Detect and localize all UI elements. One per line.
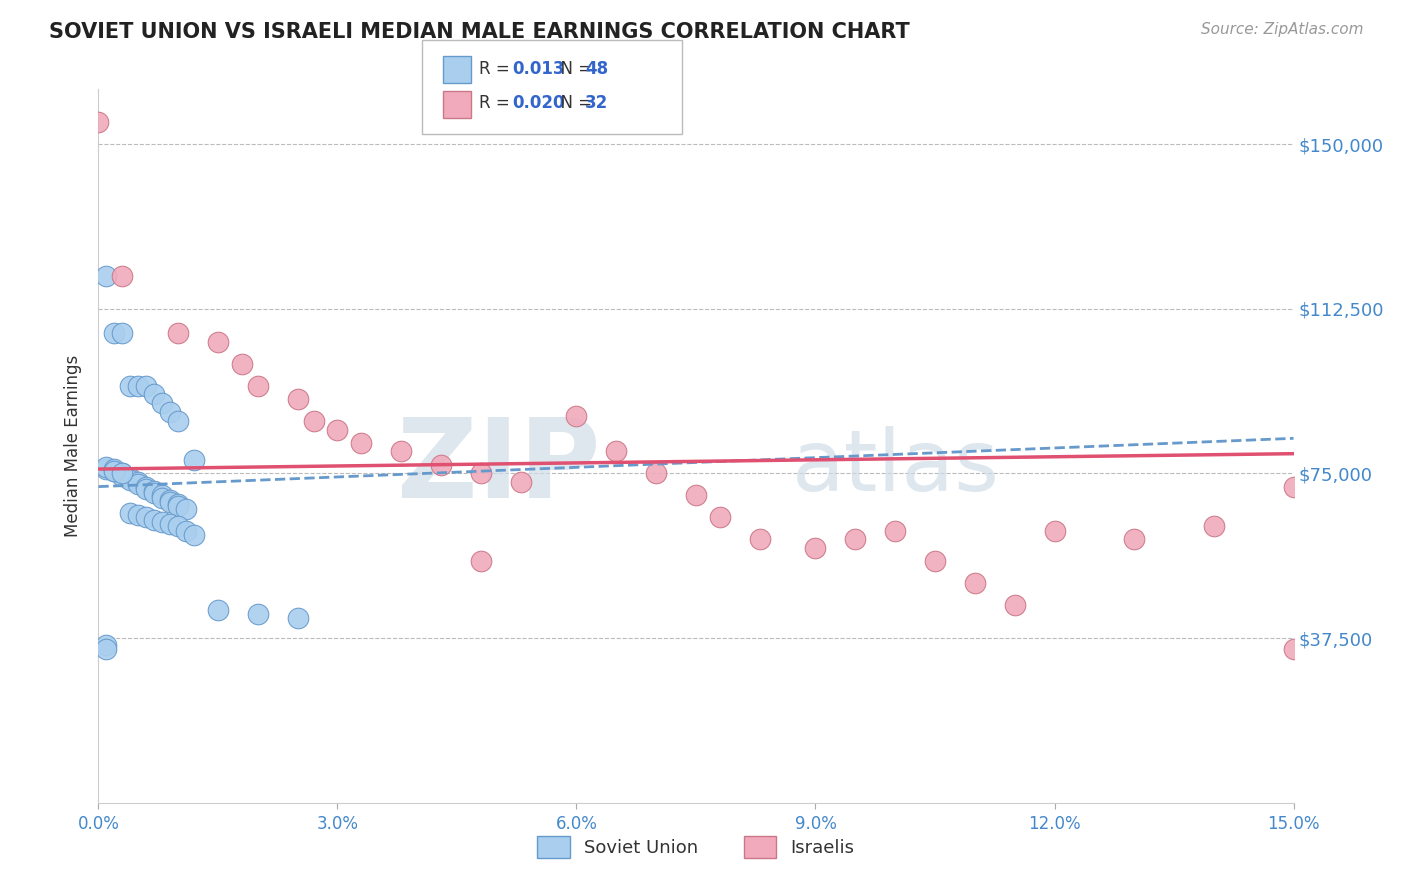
Point bbox=[207, 334, 229, 349]
Point bbox=[96, 462, 118, 476]
Text: ZIP: ZIP bbox=[396, 414, 600, 521]
Text: R =: R = bbox=[479, 95, 516, 112]
Point bbox=[1282, 642, 1305, 657]
Point bbox=[287, 611, 309, 625]
Point bbox=[127, 508, 149, 523]
Point bbox=[167, 500, 190, 514]
Point bbox=[509, 475, 531, 490]
Point bbox=[127, 477, 149, 491]
Point bbox=[963, 576, 986, 591]
Point bbox=[120, 473, 142, 487]
Point bbox=[159, 405, 181, 419]
Point bbox=[135, 510, 157, 524]
Point bbox=[748, 533, 770, 547]
Point bbox=[96, 638, 118, 652]
Point bbox=[804, 541, 827, 555]
Point bbox=[143, 486, 166, 500]
Text: N =: N = bbox=[550, 60, 598, 78]
Point bbox=[111, 468, 134, 483]
Text: Source: ZipAtlas.com: Source: ZipAtlas.com bbox=[1201, 22, 1364, 37]
Text: 48: 48 bbox=[585, 60, 607, 78]
Point bbox=[159, 492, 181, 507]
Point bbox=[1123, 533, 1146, 547]
Point bbox=[884, 524, 907, 538]
Point bbox=[389, 444, 412, 458]
Point bbox=[96, 459, 118, 474]
Point bbox=[844, 533, 866, 547]
Point bbox=[605, 444, 627, 458]
Point bbox=[103, 464, 125, 478]
Point bbox=[167, 414, 190, 428]
Point bbox=[174, 524, 197, 538]
Point bbox=[143, 387, 166, 401]
Point bbox=[127, 475, 149, 490]
Point bbox=[1282, 480, 1305, 494]
Point bbox=[159, 516, 181, 531]
Point bbox=[470, 554, 492, 568]
Point bbox=[302, 414, 325, 428]
Point bbox=[120, 471, 142, 485]
Point bbox=[1004, 598, 1026, 612]
Text: 0.020: 0.020 bbox=[512, 95, 564, 112]
Point bbox=[159, 495, 181, 509]
Point bbox=[231, 357, 253, 371]
Text: 32: 32 bbox=[585, 95, 609, 112]
Point bbox=[120, 506, 142, 520]
Point bbox=[246, 607, 269, 621]
Point bbox=[1202, 519, 1225, 533]
Point bbox=[103, 462, 125, 476]
Point bbox=[150, 515, 173, 529]
Point bbox=[150, 488, 173, 502]
Point bbox=[111, 467, 134, 481]
Y-axis label: Median Male Earnings: Median Male Earnings bbox=[65, 355, 83, 537]
Point bbox=[103, 464, 125, 478]
Point bbox=[143, 512, 166, 526]
Point bbox=[143, 483, 166, 498]
Point bbox=[350, 435, 373, 450]
Text: N =: N = bbox=[550, 95, 598, 112]
Point bbox=[183, 528, 205, 542]
Text: SOVIET UNION VS ISRAELI MEDIAN MALE EARNINGS CORRELATION CHART: SOVIET UNION VS ISRAELI MEDIAN MALE EARN… bbox=[49, 22, 910, 42]
Point bbox=[96, 268, 118, 283]
Point bbox=[167, 326, 190, 340]
Point bbox=[167, 497, 190, 511]
Point bbox=[135, 378, 157, 392]
Point bbox=[565, 409, 588, 424]
Text: atlas: atlas bbox=[792, 425, 1000, 509]
Point bbox=[709, 510, 731, 524]
Point bbox=[120, 378, 142, 392]
Point bbox=[103, 326, 125, 340]
Legend: Soviet Union, Israelis: Soviet Union, Israelis bbox=[530, 829, 862, 865]
Point bbox=[150, 491, 173, 505]
Point bbox=[174, 501, 197, 516]
Point bbox=[111, 467, 134, 481]
Point bbox=[150, 396, 173, 410]
Point bbox=[135, 480, 157, 494]
Point bbox=[135, 482, 157, 496]
Text: 0.013: 0.013 bbox=[512, 60, 564, 78]
Point bbox=[127, 378, 149, 392]
Point bbox=[1043, 524, 1066, 538]
Point bbox=[246, 378, 269, 392]
Point bbox=[287, 392, 309, 406]
Point bbox=[183, 453, 205, 467]
Text: R =: R = bbox=[479, 60, 516, 78]
Point bbox=[645, 467, 668, 481]
Point bbox=[96, 642, 118, 657]
Point bbox=[111, 326, 134, 340]
Point bbox=[470, 467, 492, 481]
Point bbox=[924, 554, 946, 568]
Point bbox=[207, 602, 229, 616]
Point bbox=[167, 519, 190, 533]
Point bbox=[430, 458, 453, 472]
Point bbox=[685, 488, 707, 502]
Point bbox=[326, 423, 349, 437]
Point bbox=[111, 268, 134, 283]
Point bbox=[87, 115, 110, 129]
